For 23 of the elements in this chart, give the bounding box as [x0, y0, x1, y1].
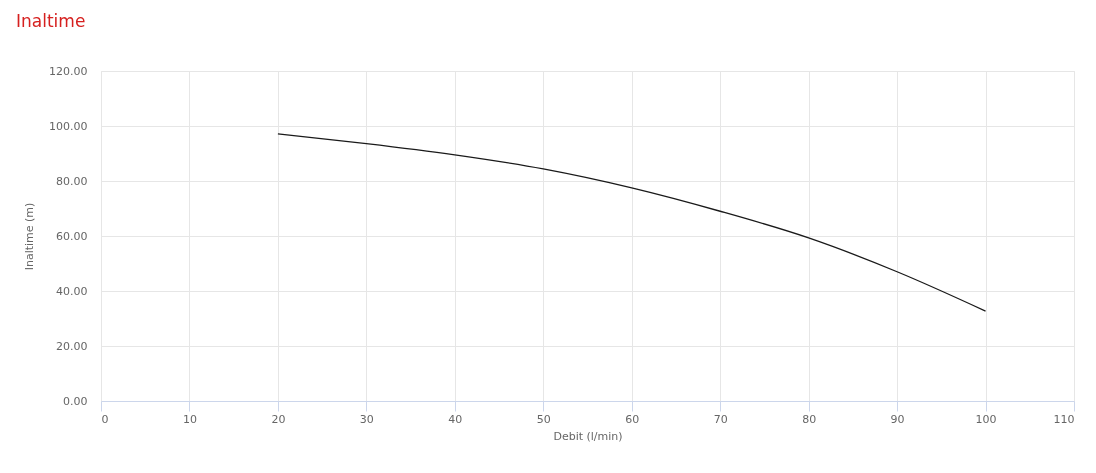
y-tick-label: 100.00 [49, 119, 88, 133]
y-tick-label: 120.00 [49, 64, 88, 78]
line-series [277, 133, 987, 312]
x-tick-label: 90 [890, 412, 905, 426]
x-tick-label: 50 [536, 412, 551, 426]
y-tick-label: 80.00 [56, 174, 88, 188]
x-tick-label: 100 [975, 412, 997, 426]
x-tick-label: 30 [359, 412, 374, 426]
y-tick-label: 60.00 [56, 229, 88, 243]
x-tick-label: 70 [713, 412, 728, 426]
x-tick-label: 110 [1053, 412, 1075, 426]
x-tick-label: 40 [448, 412, 463, 426]
x-tick-label: 80 [802, 412, 817, 426]
y-tick-label: 40.00 [56, 284, 88, 298]
x-axis-title: Debit (l/min) [553, 429, 623, 443]
y-tick-label: 0.00 [63, 394, 88, 408]
x-tick-label: 20 [271, 412, 286, 426]
x-tick-label: 10 [182, 412, 197, 426]
y-tick-label: 20.00 [56, 339, 88, 353]
x-tick-label: 60 [625, 412, 640, 426]
y-axis-title: Inaltime (m) [23, 202, 37, 271]
x-tick-label: 0 [101, 412, 109, 426]
chart-title: Inaltime [16, 11, 86, 31]
